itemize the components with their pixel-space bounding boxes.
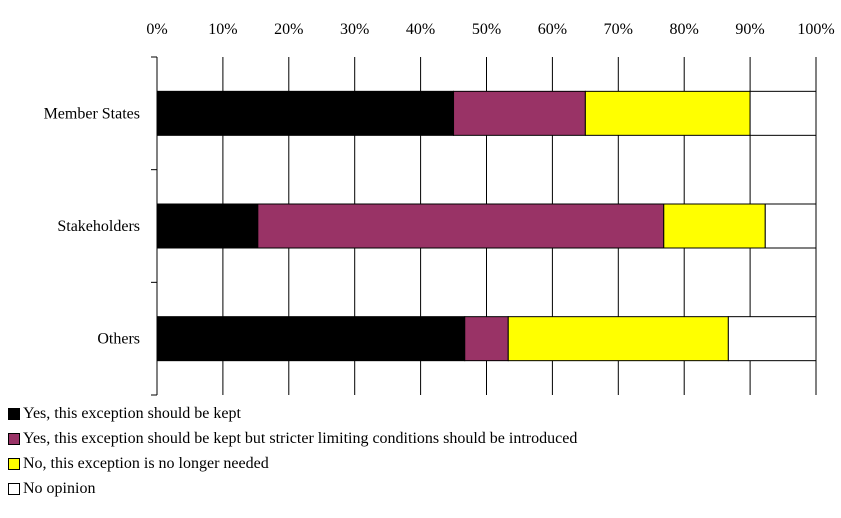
legend-swatch xyxy=(8,482,20,495)
legend-swatch xyxy=(8,457,20,470)
bar-segment xyxy=(156,90,455,136)
bar-segment xyxy=(257,203,665,249)
legend-item-no-opinion: No opinion xyxy=(8,476,838,501)
bar-segment xyxy=(749,90,817,136)
legend-label: No opinion xyxy=(23,479,96,497)
bar-segment xyxy=(156,203,259,249)
legend-item-yes-kept: Yes, this exception should be kept xyxy=(8,401,838,426)
x-tick-label: 60% xyxy=(538,21,567,38)
x-tick-label: 30% xyxy=(340,21,369,38)
legend-swatch xyxy=(8,432,20,445)
x-tick-label: 0% xyxy=(146,21,167,38)
x-tick-label: 100% xyxy=(797,21,834,38)
category-label: Member States xyxy=(44,105,140,122)
legend-label: Yes, this exception should be kept but s… xyxy=(23,429,578,447)
legend-item-yes-stricter: Yes, this exception should be kept but s… xyxy=(8,426,838,451)
legend-label: No, this exception is no longer needed xyxy=(23,454,269,472)
axes xyxy=(151,56,158,396)
bar-segment xyxy=(453,90,586,136)
x-tick-label: 50% xyxy=(472,21,501,38)
legend: Yes, this exception should be kept Yes, … xyxy=(8,401,838,501)
bar-segment xyxy=(764,203,817,249)
x-tick-label: 90% xyxy=(735,21,764,38)
category-label: Stakeholders xyxy=(57,218,140,235)
legend-swatch xyxy=(8,407,20,420)
x-tick-label: 40% xyxy=(406,21,435,38)
x-tick-label: 70% xyxy=(604,21,633,38)
legend-label: Yes, this exception should be kept xyxy=(23,404,241,422)
x-tick-labels: 0% 10% 20% 30% 40% 50% 60% 70% 80% 90% 100% xyxy=(146,21,834,38)
x-tick-label: 80% xyxy=(670,21,699,38)
x-tick-label: 20% xyxy=(274,21,303,38)
bars xyxy=(156,90,817,362)
bar-segment xyxy=(663,203,766,249)
bar-segment xyxy=(156,316,466,362)
chart: 0% 10% 20% 30% 40% 50% 60% 70% 80% 90% 100% Member… xyxy=(44,21,835,396)
x-tick-label: 10% xyxy=(208,21,237,38)
bar-segment xyxy=(507,316,729,362)
category-labels: Member States Stakeholders Others xyxy=(44,105,140,347)
bar-segment xyxy=(464,316,509,362)
bar-segment xyxy=(584,90,751,136)
legend-item-no-longer-needed: No, this exception is no longer needed xyxy=(8,451,838,476)
bar-segment xyxy=(727,316,817,362)
category-label: Others xyxy=(97,331,140,348)
